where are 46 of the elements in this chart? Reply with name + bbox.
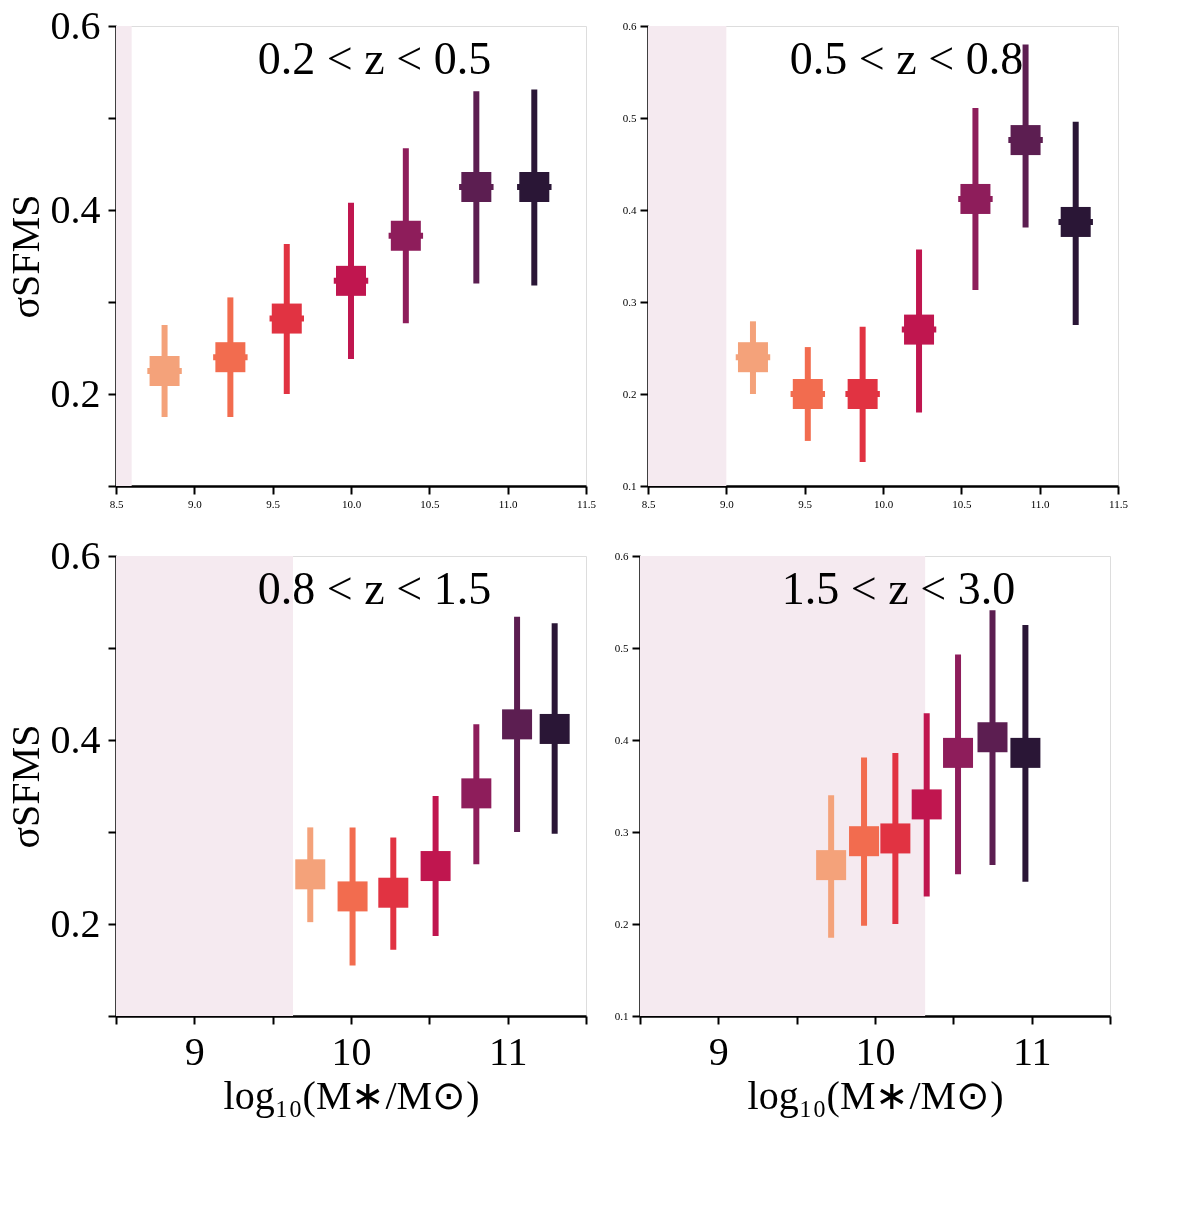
- x-tick-label: 10.0: [341, 497, 362, 510]
- x-axis-title: log₁₀(M∗/M⊙): [747, 1072, 1004, 1118]
- x-tick-label: 9.0: [187, 497, 203, 510]
- y-axis-title: σSFMS: [2, 724, 48, 849]
- y-tick-label: 0.4: [614, 733, 629, 746]
- y-tick-label: 0.2: [614, 917, 629, 930]
- y-tick-label: 0.6: [622, 19, 637, 32]
- x-axis-title: log₁₀(M∗/M⊙): [223, 1072, 480, 1118]
- y-tick-label: 0.4: [50, 186, 101, 232]
- x-tick-label: 11.0: [1030, 497, 1051, 510]
- y-tick-label: 0.1: [614, 1009, 629, 1022]
- y-axis-title: σSFMS: [2, 194, 48, 319]
- y-tick-label: 0.3: [614, 825, 629, 838]
- x-tick-label: 9.0: [719, 497, 735, 510]
- y-tick-label: 0.3: [622, 295, 637, 308]
- y-tick-label: 0.2: [50, 370, 101, 416]
- y-tick-label: 0.6: [614, 549, 629, 562]
- y-tick-label: 0.1: [622, 479, 637, 492]
- x-tick-label: 10.5: [420, 497, 440, 510]
- y-tick-label: 0.2: [50, 900, 101, 946]
- y-tick-label: 0.5: [614, 641, 629, 654]
- x-tick-label: 10.5: [952, 497, 972, 510]
- x-tick-label: 9.5: [798, 497, 813, 510]
- chart-title: 0.2 < z < 0.5: [257, 33, 492, 84]
- y-tick-label: 0.2: [622, 387, 637, 400]
- chart-title: 0.8 < z < 1.5: [257, 563, 492, 614]
- x-tick-label: 10: [855, 1028, 896, 1074]
- x-tick-label: 8.5: [641, 497, 656, 510]
- x-tick-label: 10: [331, 1028, 372, 1074]
- x-tick-label: 9: [184, 1028, 205, 1074]
- x-tick-label: 9.5: [266, 497, 281, 510]
- y-tick-label: 0.6: [50, 2, 101, 48]
- y-tick-label: 0.4: [50, 716, 101, 762]
- x-tick-label: 11: [1012, 1028, 1052, 1074]
- y-tick-label: 0.5: [622, 111, 637, 124]
- x-tick-label: 11: [488, 1028, 528, 1074]
- x-tick-label: 11.5: [577, 497, 597, 510]
- y-tick-label: 0.6: [50, 532, 101, 578]
- chart-title: 1.5 < z < 3.0: [781, 563, 1016, 614]
- x-tick-label: 11.0: [498, 497, 519, 510]
- x-tick-label: 9: [708, 1028, 729, 1074]
- x-tick-label: 8.5: [109, 497, 124, 510]
- x-tick-label: 11.5: [1109, 497, 1129, 510]
- x-tick-label: 10.0: [873, 497, 894, 510]
- y-tick-label: 0.4: [622, 203, 637, 216]
- chart-title: 0.5 < z < 0.8: [789, 33, 1024, 84]
